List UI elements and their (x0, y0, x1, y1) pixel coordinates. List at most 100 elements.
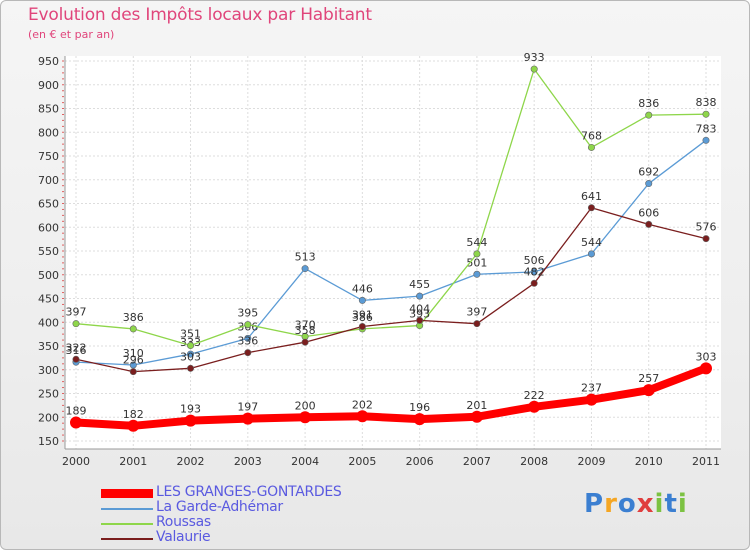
data-label: 310 (123, 347, 144, 360)
data-label: 397 (66, 306, 87, 319)
data-label: 576 (696, 221, 717, 234)
data-label: 196 (409, 401, 430, 414)
y-tick-label: 600 (38, 221, 59, 234)
data-label: 397 (466, 306, 487, 319)
x-tick-label: 2004 (291, 455, 319, 468)
data-label: 197 (237, 401, 258, 414)
y-tick-label: 450 (38, 293, 59, 306)
series-line-2 (75, 68, 707, 347)
y-tick-label: 950 (38, 55, 59, 68)
legend-label: LES GRANGES-GONTARDES (156, 484, 342, 500)
y-tick-label: 300 (38, 364, 59, 377)
data-point (645, 111, 653, 119)
data-label: 768 (581, 129, 602, 142)
chart-subtitle: (en € et par an) (28, 28, 115, 41)
data-point (473, 270, 481, 278)
data-point (413, 413, 426, 426)
x-tick-label: 2009 (577, 455, 605, 468)
data-label: 836 (638, 97, 659, 110)
data-label: 933 (524, 51, 545, 64)
data-label: 455 (409, 278, 430, 291)
legend-label: La Garde-Adhémar (156, 499, 283, 515)
logo-letter: x (636, 489, 655, 519)
data-label: 446 (352, 282, 373, 295)
data-point (358, 296, 366, 304)
y-tick-label: 750 (38, 150, 59, 163)
data-label: 257 (638, 372, 659, 385)
data-point (585, 393, 598, 406)
data-label: 506 (524, 254, 545, 267)
data-label: 296 (123, 354, 144, 367)
legend-swatch (101, 489, 153, 498)
data-point (70, 416, 82, 429)
data-label: 395 (237, 307, 258, 320)
logo-letter: o (617, 489, 637, 519)
data-point (416, 292, 424, 300)
data-point (416, 316, 424, 324)
data-point (129, 368, 137, 376)
data-point (470, 410, 483, 423)
data-label: 838 (696, 96, 717, 109)
data-label: 692 (638, 166, 659, 179)
x-tick-label: 2007 (463, 455, 491, 468)
data-point (72, 355, 80, 363)
x-tick-label: 2001 (119, 455, 147, 468)
data-point (642, 384, 655, 397)
data-point (301, 338, 309, 346)
data-label: 783 (696, 122, 717, 135)
series-line-3 (75, 207, 707, 373)
legend-swatch (101, 537, 153, 540)
y-tick-label: 350 (38, 340, 59, 353)
data-point (530, 268, 538, 276)
series-line-0 (72, 364, 710, 430)
y-tick-label: 500 (38, 269, 59, 282)
data-point (187, 342, 195, 350)
data-point (187, 350, 195, 358)
data-point (127, 419, 140, 432)
data-point (187, 364, 195, 372)
x-tick-label: 2002 (177, 455, 205, 468)
y-tick-label: 150 (38, 435, 59, 448)
data-point (528, 400, 541, 413)
plot-area (65, 56, 721, 449)
data-point (184, 414, 197, 427)
data-point (700, 362, 712, 375)
y-tick-label: 650 (38, 198, 59, 211)
x-tick-label: 2005 (348, 455, 376, 468)
data-label: 336 (237, 335, 258, 348)
logo-letter: i (677, 489, 688, 519)
data-label: 544 (581, 236, 602, 249)
data-label: 182 (123, 408, 144, 421)
y-tick-label: 200 (38, 411, 59, 424)
data-label: 193 (180, 403, 201, 416)
data-point (473, 320, 481, 328)
data-point (530, 279, 538, 287)
data-point (702, 235, 710, 243)
data-point (587, 204, 595, 212)
data-label: 358 (295, 324, 316, 337)
data-point (530, 65, 538, 73)
data-label: 482 (524, 265, 545, 278)
logo-letter: r (604, 489, 618, 519)
data-label: 513 (295, 251, 316, 264)
y-tick-label: 700 (38, 174, 59, 187)
data-label: 222 (524, 389, 545, 402)
data-label: 404 (409, 302, 430, 315)
data-point (301, 265, 309, 273)
data-point (244, 321, 252, 329)
y-tick-label: 400 (38, 316, 59, 329)
data-point (72, 320, 80, 328)
legend-label: Roussas (156, 514, 211, 530)
data-point (645, 220, 653, 228)
y-tick-label: 850 (38, 103, 59, 116)
data-label: 303 (696, 350, 717, 363)
x-tick-label: 2000 (62, 455, 90, 468)
y-tick-label: 250 (38, 388, 59, 401)
data-point (645, 180, 653, 188)
data-point (702, 136, 710, 144)
x-tick-label: 2011 (692, 455, 720, 468)
data-point (241, 412, 254, 425)
data-label: 316 (66, 344, 87, 357)
y-tick-label: 550 (38, 245, 59, 258)
